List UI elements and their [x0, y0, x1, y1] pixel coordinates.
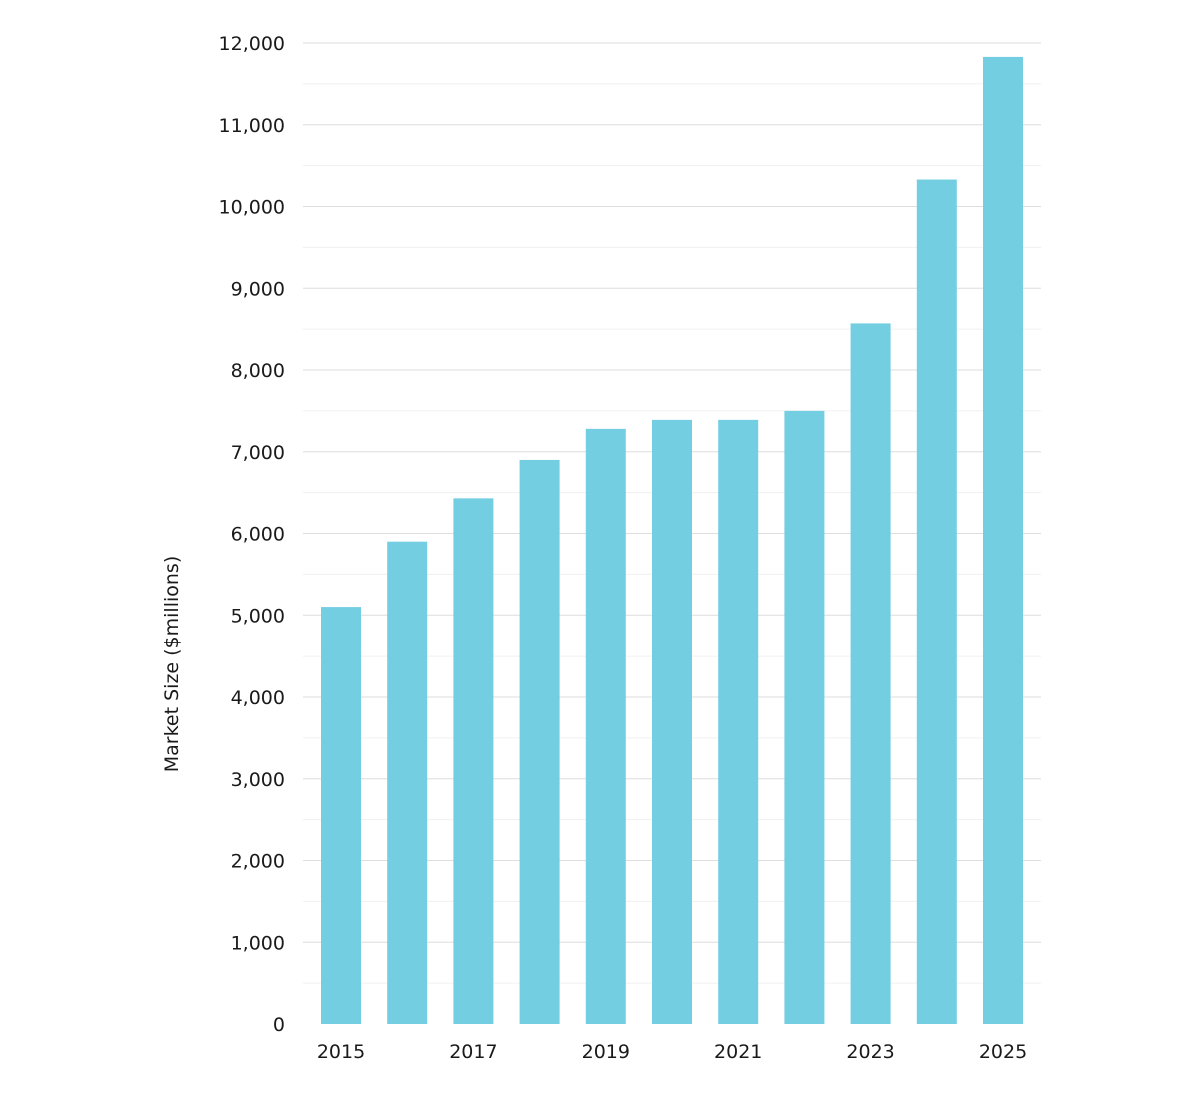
y-tick-label: 6,000	[231, 524, 285, 546]
bar-2020[interactable]	[652, 419, 692, 1024]
x-tick-label: 2025	[979, 1041, 1027, 1063]
y-axis-ticks: 0 1,000 2,000 3,000 4,000 5,000 6,000 7,000 8,00…	[219, 33, 285, 1036]
x-tick-label: 2015	[317, 1041, 365, 1063]
y-tick-label: 5,000	[231, 605, 285, 627]
y-axis-title: Market Size ($millions)	[161, 556, 183, 773]
x-tick-label: 2023	[846, 1041, 894, 1063]
y-tick-label: 12,000	[219, 33, 285, 55]
bar-2023[interactable]	[850, 323, 891, 1025]
y-tick-label: 3,000	[231, 769, 285, 791]
x-tick-label: 2019	[582, 1041, 630, 1063]
x-axis-ticks: 2015 2017 2019 2021 2023 2025	[317, 1041, 1027, 1063]
bar-2016[interactable]	[387, 541, 428, 1024]
y-tick-label: 7,000	[231, 442, 285, 464]
bar-2017[interactable]	[453, 498, 494, 1024]
bars	[321, 56, 1023, 1025]
y-tick-label: 9,000	[231, 278, 285, 300]
y-tick-label: 11,000	[219, 115, 285, 137]
bar-2015[interactable]	[321, 607, 361, 1024]
bar-2019[interactable]	[585, 428, 626, 1024]
x-tick-label: 2021	[714, 1041, 762, 1063]
y-tick-label: 10,000	[219, 197, 285, 219]
bar-2025[interactable]	[983, 56, 1023, 1024]
bar-2024[interactable]	[916, 179, 957, 1024]
y-tick-label: 0	[273, 1014, 285, 1036]
y-tick-label: 1,000	[231, 932, 285, 954]
x-tick-label: 2017	[449, 1041, 497, 1063]
bar-2018[interactable]	[519, 459, 560, 1024]
bar-2022[interactable]	[784, 410, 825, 1024]
y-tick-label: 2,000	[231, 851, 285, 873]
bar-2021[interactable]	[718, 419, 759, 1024]
y-tick-label: 8,000	[231, 360, 285, 382]
y-tick-label: 4,000	[231, 687, 285, 709]
